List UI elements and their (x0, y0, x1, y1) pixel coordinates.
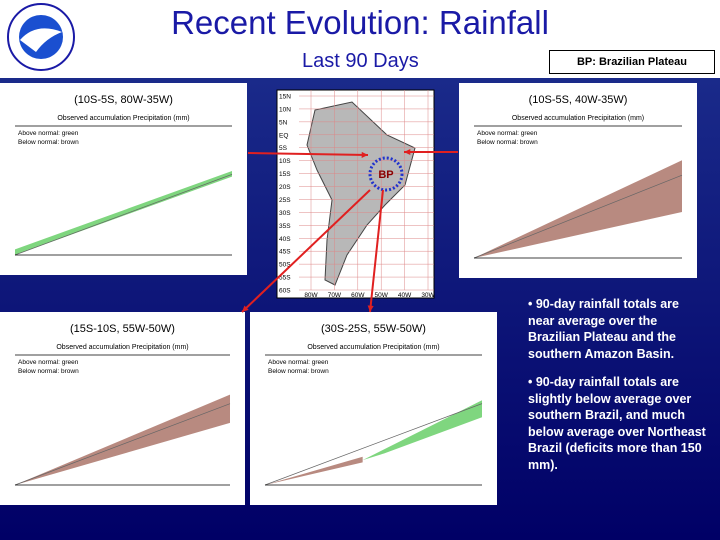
panel-area (15, 171, 232, 255)
panel-subtitle: Observed accumulation Precipitation (mm) (512, 115, 644, 122)
chart-panel: (15S-10S, 55W-50W) Observed accumulation … (0, 312, 245, 505)
arrow-head (361, 151, 368, 158)
panel-legend: Above normal: green (477, 130, 538, 137)
bullets: • 90-day rainfall totals are near averag… (528, 296, 708, 485)
panel-legend: Below normal: brown (18, 139, 79, 146)
panel-title: (10S-5S, 80W-35W) (74, 94, 173, 106)
panel-area (474, 160, 682, 258)
lon-label: 60W (351, 292, 365, 299)
lat-label: 20S (279, 184, 291, 191)
arrow-head (367, 305, 374, 312)
key-box: BP: Brazilian Plateau (549, 50, 715, 74)
panel-curve (14, 174, 233, 256)
panel-legend: Above normal: green (268, 359, 329, 366)
lon-label: 30W (421, 292, 435, 299)
panel-legend: Above normal: green (18, 359, 79, 366)
map: 15N 10N 5N EQ 5S 10S 15S 20S 25S 30S 35S 40S 45S 50S 5… (276, 89, 436, 299)
panel-legend: Below normal: brown (268, 368, 329, 375)
bullet: • 90-day rainfall totals are slightly be… (528, 375, 706, 472)
chart-panel: (10S-5S, 40W-35W) Observed accumulation P… (459, 83, 697, 278)
lat-label: 35S (279, 223, 291, 230)
chart-panel: (30S-25S, 55W-50W) Observed accumulation … (250, 312, 497, 505)
panel-title: (15S-10S, 55W-50W) (70, 323, 175, 335)
lat-label: EQ (279, 132, 288, 139)
panel-curve (14, 403, 231, 486)
panel-subtitle: Observed accumulation Precipitation (mm) (56, 344, 188, 351)
panel-area (15, 394, 230, 485)
subtitle: Last 90 Days (302, 50, 419, 72)
lat-label: 5N (279, 119, 288, 126)
panel-area (362, 400, 482, 461)
bp-label: BP (378, 169, 393, 181)
lat-label: 5S (279, 145, 288, 152)
lon-label: 40W (398, 292, 412, 299)
lat-label: 25S (279, 197, 291, 204)
panel-area (265, 456, 363, 485)
lat-label: 40S (279, 236, 291, 243)
panel-title: (30S-25S, 55W-50W) (321, 323, 426, 335)
bp-circle (368, 156, 404, 192)
arrow (369, 189, 384, 313)
panel-legend: Below normal: brown (477, 139, 538, 146)
lat-label: 15N (279, 94, 291, 101)
panel-curve (264, 403, 483, 486)
title: Recent Evolution: Rainfall (171, 4, 549, 41)
noaa-logo (7, 3, 75, 71)
lat-label: 10N (279, 106, 291, 113)
arrow (241, 189, 371, 313)
panel-legend: Below normal: brown (18, 368, 79, 375)
lat-label: 15S (279, 171, 291, 178)
lon-label: 80W (304, 292, 318, 299)
panel-legend: Above normal: green (18, 130, 79, 137)
arrow-head (404, 148, 411, 156)
lon-label: 70W (328, 292, 342, 299)
panel-curve (473, 174, 683, 259)
lat-label: 50S (279, 262, 291, 269)
lat-label: 30S (279, 210, 291, 217)
panel-bg (250, 312, 497, 505)
arrow (247, 152, 369, 156)
panel-subtitle: Observed accumulation Precipitation (mm) (57, 115, 189, 122)
panel-title: (10S-5S, 40W-35W) (529, 94, 628, 106)
bullet: • 90-day rainfall totals are near averag… (528, 297, 679, 361)
lon-label: 50W (375, 292, 389, 299)
chart-panel: (10S-5S, 80W-35W) Observed accumulation P… (0, 83, 247, 275)
lat-label: 55S (279, 275, 291, 282)
lat-label: 45S (279, 249, 291, 256)
arrow-head (242, 305, 249, 312)
lat-label: 60S (279, 288, 291, 295)
panel-subtitle: Observed accumulation Precipitation (mm) (307, 344, 439, 351)
lat-label: 10S (279, 158, 291, 165)
